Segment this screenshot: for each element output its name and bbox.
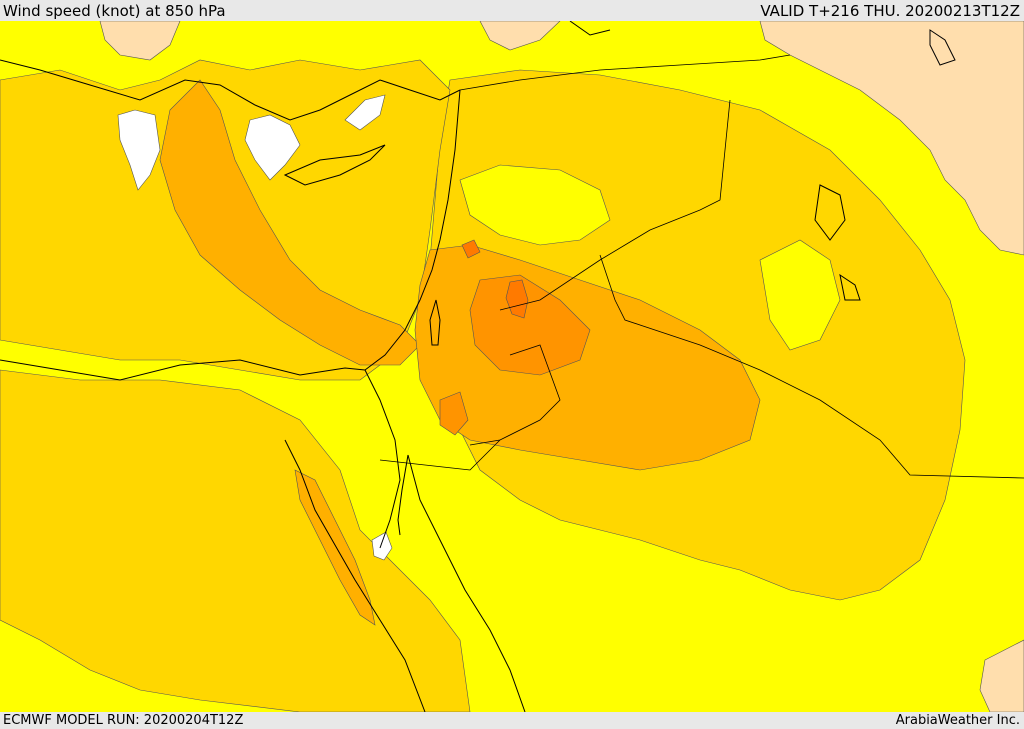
coastlines	[0, 21, 956, 712]
wind-band-lowest-cyprus-west	[244, 114, 301, 181]
wind-band-beige-northwest	[99, 21, 181, 61]
wind-band-lowest-red-sea-head	[371, 531, 393, 561]
wind-band-higher-jordan	[469, 274, 591, 376]
valid-time: VALID T+216 THU. 20200213T12Z	[760, 2, 1020, 20]
wind-band-lowest-turkey	[344, 94, 386, 131]
wind-band-beige-north	[479, 21, 561, 51]
wind-band-higher-sinai	[439, 391, 469, 436]
wind-band-beige-right-edge	[979, 639, 1024, 712]
wind-band-peak-dead-sea	[505, 279, 529, 319]
model-run: ECMWF MODEL RUN: 20200204T12Z	[3, 713, 244, 728]
borders	[379, 54, 1024, 479]
wind-band-beige-northeast	[759, 21, 1024, 256]
credit-label: ArabiaWeather Inc.	[895, 713, 1020, 728]
wind-band-lowest-aegean	[117, 109, 161, 191]
wind-speed-map	[0, 21, 1024, 712]
wind-band-low-syria-pocket	[459, 164, 611, 246]
header-bar: Wind speed (knot) at 850 hPa VALID T+216…	[0, 0, 1024, 21]
footer-bar: ECMWF MODEL RUN: 20200204T12Z ArabiaWeat…	[0, 712, 1024, 729]
chart-title: Wind speed (knot) at 850 hPa	[3, 2, 226, 20]
wind-band-peak-lebanon	[461, 239, 481, 259]
wind-band-mid-south	[0, 369, 471, 712]
wind-band-low-arabia-pocket	[759, 239, 841, 351]
